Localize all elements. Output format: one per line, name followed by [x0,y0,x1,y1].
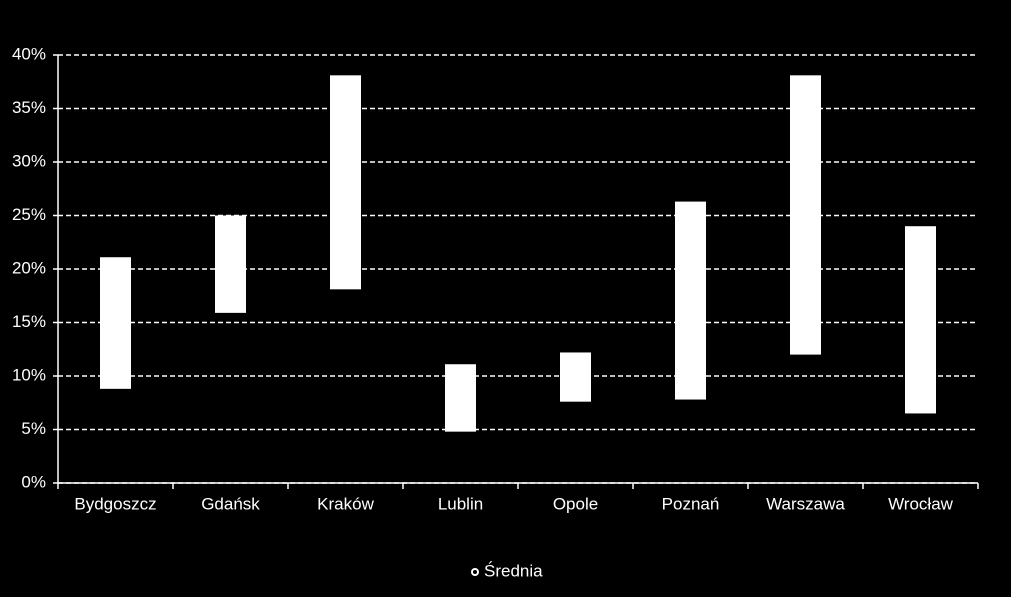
legend-label: Średnia [484,561,543,580]
range-bar [100,257,131,389]
y-tick-label: 20% [12,258,46,277]
y-tick-label: 35% [12,98,46,117]
x-tick-label: Kraków [317,494,374,513]
y-tick-label: 5% [21,419,46,438]
x-tick-label: Lublin [438,494,483,513]
range-bar [560,352,591,402]
y-tick-label: 0% [21,472,46,491]
x-tick-label: Poznań [662,494,720,513]
x-tick-label: Warszawa [766,494,845,513]
range-bar [330,75,361,290]
x-tick-label: Opole [553,494,598,513]
legend-marker [471,568,479,576]
y-tick-label: 25% [12,205,46,224]
range-bar [675,201,706,400]
range-bar [790,75,821,355]
range-bar [905,226,936,414]
y-tick-label: 10% [12,365,46,384]
range-bar [445,364,476,432]
x-tick-label: Bydgoszcz [74,494,156,513]
y-tick-label: 15% [12,312,46,331]
range-bar [215,215,246,313]
y-tick-label: 30% [12,151,46,170]
x-tick-label: Gdańsk [201,494,260,513]
y-tick-label: 40% [12,44,46,63]
x-tick-label: Wrocław [888,494,954,513]
